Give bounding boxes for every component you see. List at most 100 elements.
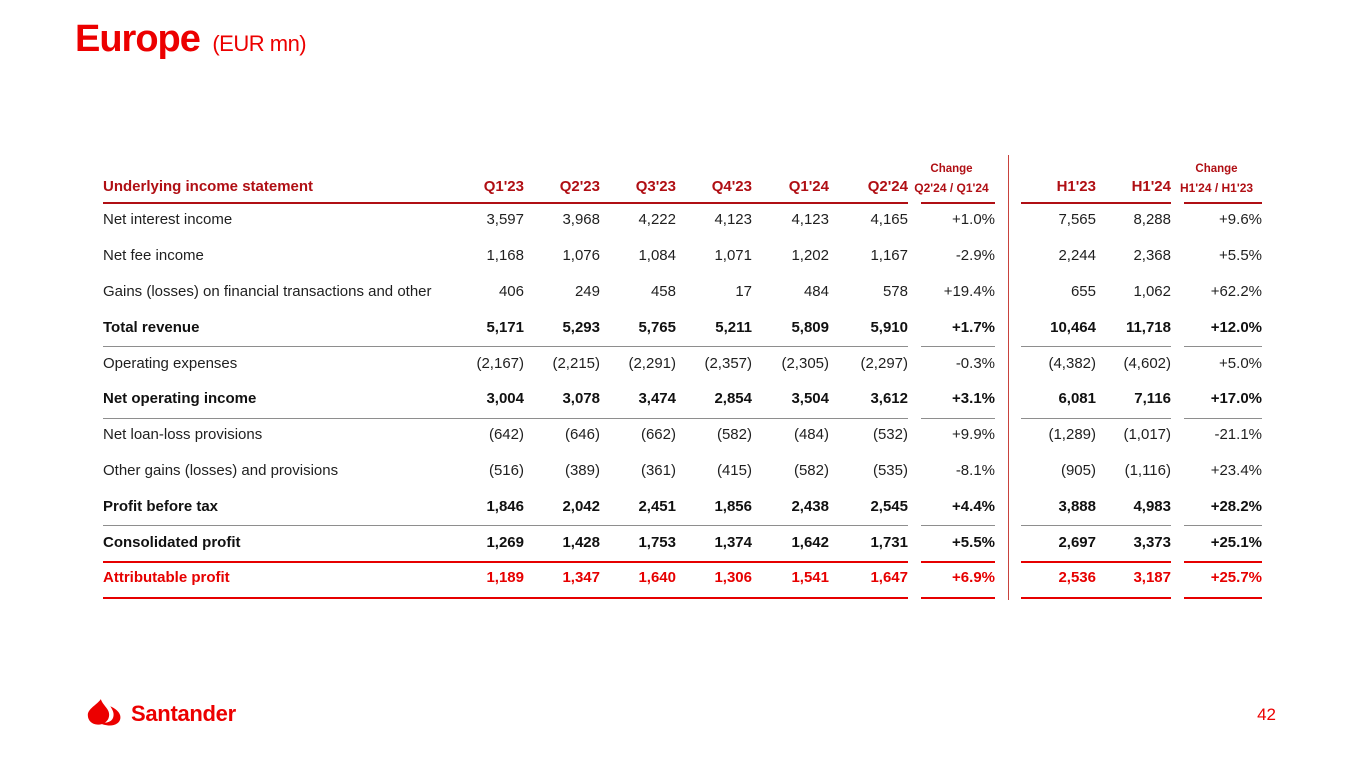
row-label: Net operating income xyxy=(103,390,257,408)
row-value: 4,165 xyxy=(870,211,908,229)
row-value: +25.7% xyxy=(1210,569,1262,587)
row-value: 1,541 xyxy=(791,569,829,587)
table-row: Attributable profit 1,189 1,347 1,640 1,306 1… xyxy=(103,560,1262,599)
row-value: (2,357) xyxy=(704,354,752,372)
row-value: 1,168 xyxy=(486,247,524,265)
row-value: (1,017) xyxy=(1123,426,1171,444)
row-value: 5,809 xyxy=(791,318,829,336)
row-value: 1,189 xyxy=(486,569,524,587)
row-value: (1,289) xyxy=(1048,426,1096,444)
row-value: 2,545 xyxy=(870,497,908,515)
row-value: +25.1% xyxy=(1210,533,1262,551)
title-unit: (EUR mn) xyxy=(212,31,307,56)
row-value: (646) xyxy=(564,426,600,444)
row-value: 1,269 xyxy=(486,533,524,551)
row-value: 5,765 xyxy=(638,318,676,336)
row-value: 2,368 xyxy=(1133,247,1171,265)
change-label: Change xyxy=(1195,163,1238,175)
table-row: Net operating income 3,004 3,078 3,474 2,854… xyxy=(103,381,1262,419)
row-value: 406 xyxy=(498,282,524,300)
divider-spacer xyxy=(995,195,1021,200)
row-value: +5.5% xyxy=(952,533,995,551)
income-statement-table: Underlying income statement Q1'23 Q2'23 … xyxy=(103,155,1262,600)
row-value: 5,171 xyxy=(486,318,524,336)
row-label: Profit before tax xyxy=(103,497,219,515)
row-value: 3,187 xyxy=(1133,569,1171,587)
row-value: 578 xyxy=(882,282,908,300)
header-col-q4-23: Q4'23 xyxy=(711,178,752,195)
row-value: 8,288 xyxy=(1133,211,1171,229)
row-value: 2,438 xyxy=(791,497,829,515)
row-value: 1,071 xyxy=(714,247,752,265)
change-period-label: Q2'24 / Q1'24 xyxy=(914,181,989,195)
row-value: +3.1% xyxy=(952,390,995,408)
row-value: (4,382) xyxy=(1048,354,1096,372)
row-value: 6,081 xyxy=(1058,390,1096,408)
row-value: 5,211 xyxy=(715,318,752,336)
table-header-row: Underlying income statement Q1'23 Q2'23 … xyxy=(103,158,1262,204)
table-row: Total revenue 5,171 5,293 5,765 5,211 5,809 5,… xyxy=(103,309,1262,348)
row-value: +9.6% xyxy=(1219,211,1262,229)
row-value: -2.9% xyxy=(955,247,995,265)
row-value: +5.5% xyxy=(1219,247,1262,265)
row-value: 7,116 xyxy=(1134,390,1171,408)
table-row: Operating expenses (2,167) (2,215) (2,291) (… xyxy=(103,345,1262,381)
row-label: Net loan-loss provisions xyxy=(103,426,263,444)
row-value: 2,451 xyxy=(638,497,676,515)
row-value: -0.3% xyxy=(955,354,995,372)
row-value: (2,305) xyxy=(781,354,829,372)
row-value: 1,347 xyxy=(562,569,600,587)
row-value: +4.4% xyxy=(952,497,995,515)
row-value: 2,697 xyxy=(1058,533,1096,551)
row-value: 1,202 xyxy=(791,247,829,265)
row-value: (662) xyxy=(640,426,676,444)
header-col-hoh-change: Change H1'24 / H1'23 xyxy=(1171,163,1262,200)
row-value: +28.2% xyxy=(1210,497,1262,515)
row-label: Total revenue xyxy=(103,318,200,336)
row-value: 5,910 xyxy=(870,318,908,336)
page-title: Europe (EUR mn) xyxy=(75,18,307,61)
row-value: (642) xyxy=(488,426,524,444)
row-value: (2,167) xyxy=(476,354,524,372)
row-value: (415) xyxy=(716,461,752,479)
row-value: (389) xyxy=(564,461,600,479)
table-row: Net fee income 1,168 1,076 1,084 1,071 1,202 1… xyxy=(103,238,1262,274)
table-row: Other gains (losses) and provisions (516)… xyxy=(103,453,1262,489)
header-col-q2-24: Q2'24 xyxy=(867,178,908,195)
santander-wordmark: Santander xyxy=(131,701,236,726)
row-value: (2,291) xyxy=(628,354,676,372)
header-col-h1-24: H1'24 xyxy=(1131,178,1171,195)
row-value: 484 xyxy=(803,282,829,300)
row-value: +1.7% xyxy=(952,318,995,336)
row-value: 2,042 xyxy=(562,497,600,515)
row-value: 1,076 xyxy=(562,247,600,265)
row-value: 1,167 xyxy=(870,247,908,265)
row-value: 655 xyxy=(1070,282,1096,300)
row-value: +19.4% xyxy=(943,282,995,300)
row-value: +23.4% xyxy=(1210,461,1262,479)
row-value: +17.0% xyxy=(1210,390,1262,408)
row-value: 5,293 xyxy=(562,318,600,336)
row-value: (516) xyxy=(488,461,524,479)
row-value: (361) xyxy=(640,461,676,479)
row-value: 3,474 xyxy=(638,390,676,408)
row-value: 4,983 xyxy=(1133,497,1171,515)
row-value: 1,374 xyxy=(714,533,752,551)
change-label: Change xyxy=(930,163,973,175)
header-col-h1-23: H1'23 xyxy=(1056,178,1096,195)
table-row: Consolidated profit 1,269 1,428 1,753 1,374 1… xyxy=(103,524,1262,563)
row-label: Consolidated profit xyxy=(103,533,241,551)
table-row: Net loan-loss provisions (642) (646) (662) (… xyxy=(103,417,1262,453)
row-value: 458 xyxy=(650,282,676,300)
santander-logo: Santander xyxy=(86,698,236,730)
row-value: -21.1% xyxy=(1214,426,1262,444)
table-row: Gains (losses) on financial transactions… xyxy=(103,274,1262,310)
row-value: 1,062 xyxy=(1133,282,1171,300)
row-value: 1,731 xyxy=(870,533,908,551)
row-value: 2,854 xyxy=(714,390,752,408)
row-value: 3,888 xyxy=(1058,497,1096,515)
row-value: (484) xyxy=(793,426,829,444)
row-value: 1,642 xyxy=(791,533,829,551)
row-value: (4,602) xyxy=(1123,354,1171,372)
row-value: +62.2% xyxy=(1210,282,1262,300)
